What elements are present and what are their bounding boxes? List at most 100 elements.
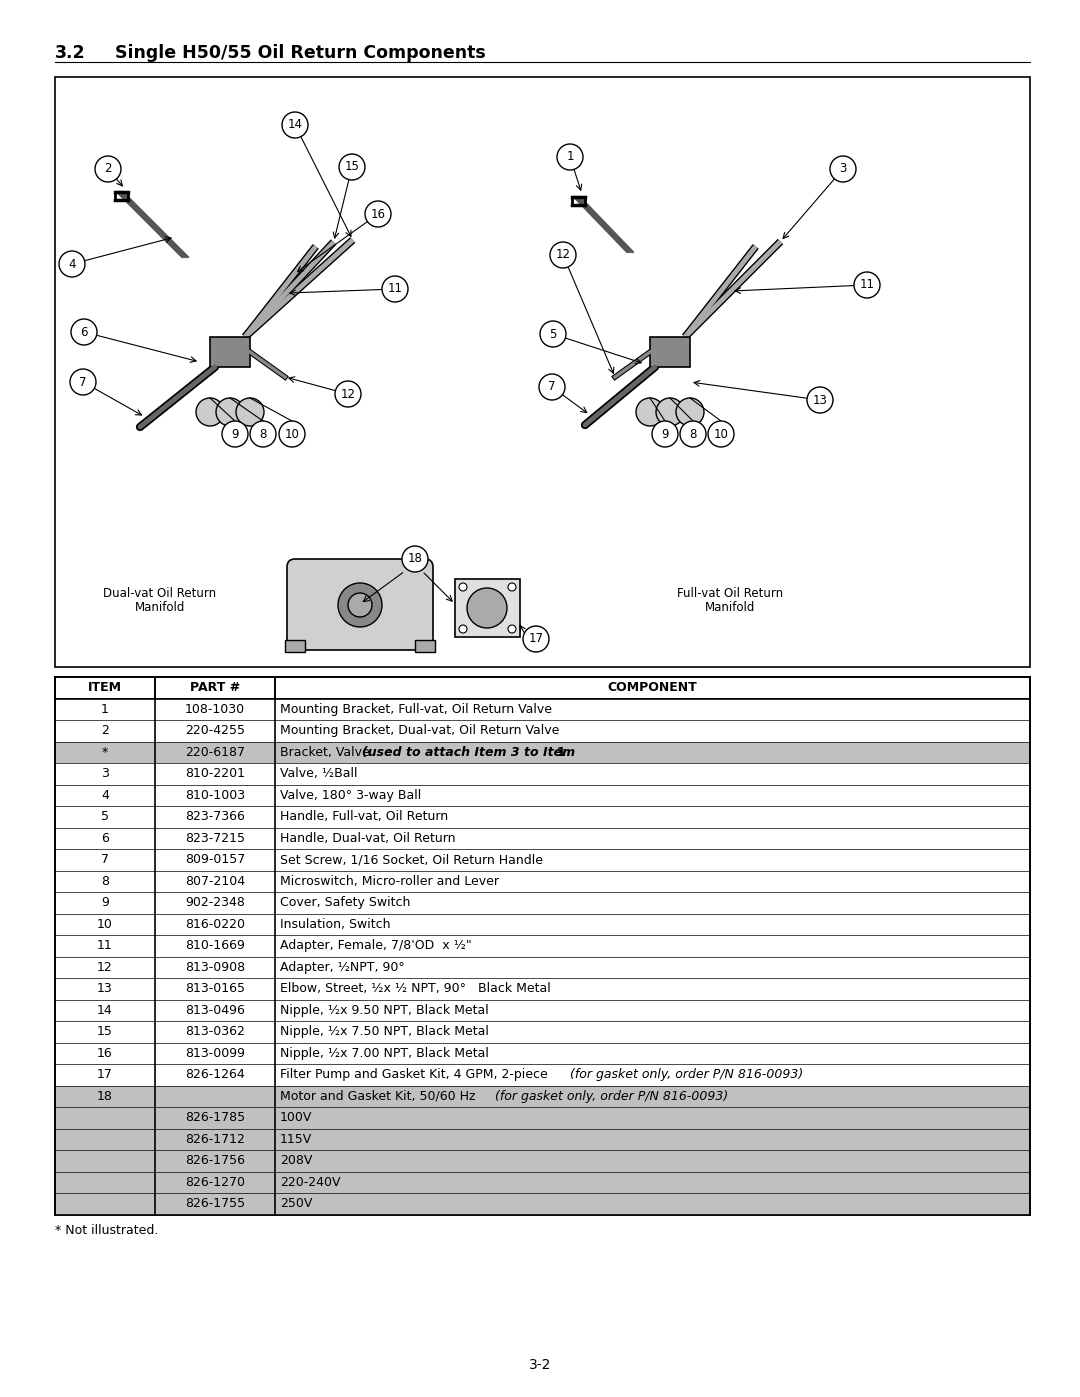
Text: 1: 1 [566,151,573,163]
Bar [455,578,519,637]
Text: Handle, Dual-vat, Oil Return: Handle, Dual-vat, Oil Return [280,831,456,845]
Bar [55,678,1030,1214]
Text: PART #: PART # [190,682,240,694]
Text: 17: 17 [97,1069,113,1081]
Bar [55,1085,1030,1106]
Circle shape [237,398,264,426]
Text: Valve, 180° 3-way Ball: Valve, 180° 3-way Ball [280,789,421,802]
Bar [55,1150,1030,1172]
Circle shape [807,387,833,414]
Text: 813-0496: 813-0496 [185,1004,245,1017]
Text: 809-0157: 809-0157 [185,854,245,866]
Text: 3-2: 3-2 [529,1358,551,1372]
Circle shape [676,398,704,426]
Text: Single H50/55 Oil Return Components: Single H50/55 Oil Return Components [114,43,486,61]
Bar [55,1106,1030,1129]
Circle shape [348,592,372,617]
Text: 3: 3 [102,767,109,781]
Text: Handle, Full-vat, Oil Return: Handle, Full-vat, Oil Return [280,810,448,823]
Text: 902-2348: 902-2348 [185,897,245,909]
Circle shape [95,156,121,182]
Circle shape [402,546,428,571]
Circle shape [335,381,361,407]
Circle shape [508,624,516,633]
Circle shape [282,112,308,138]
Text: Elbow, Street, ½x ½ NPT, 90°   Black Metal: Elbow, Street, ½x ½ NPT, 90° Black Metal [280,982,551,995]
Text: 826-1785: 826-1785 [185,1111,245,1125]
Circle shape [539,374,565,400]
Text: 826-1756: 826-1756 [185,1154,245,1168]
Text: 220-240V: 220-240V [280,1176,340,1189]
Circle shape [508,583,516,591]
Text: Dual-vat Oil Return: Dual-vat Oil Return [104,587,217,599]
Bar [55,827,1030,849]
Text: 2: 2 [105,162,111,176]
Circle shape [338,583,382,627]
Text: Cover, Safety Switch: Cover, Safety Switch [280,897,410,909]
Circle shape [652,420,678,447]
Bar [55,763,1030,785]
Text: Set Screw, 1/16 Socket, Oil Return Handle: Set Screw, 1/16 Socket, Oil Return Handl… [280,854,543,866]
Text: *: * [102,746,108,759]
Text: Mounting Bracket, Full-vat, Oil Return Valve: Mounting Bracket, Full-vat, Oil Return V… [280,703,552,715]
Text: (used to attach Item 3 to Item: (used to attach Item 3 to Item [362,746,576,759]
Text: Nipple, ½x 9.50 NPT, Black Metal: Nipple, ½x 9.50 NPT, Black Metal [280,1004,489,1017]
Text: 813-0908: 813-0908 [185,961,245,974]
Text: 826-1270: 826-1270 [185,1176,245,1189]
Text: Filter Pump and Gasket Kit, 4 GPM, 2-piece: Filter Pump and Gasket Kit, 4 GPM, 2-pie… [280,1069,552,1081]
Text: 3: 3 [839,162,847,176]
Circle shape [656,398,684,426]
Bar [55,957,1030,978]
Text: 11: 11 [388,282,403,296]
Text: 813-0165: 813-0165 [185,982,245,995]
Text: 220-6187: 220-6187 [185,746,245,759]
Text: 823-7215: 823-7215 [185,831,245,845]
Bar [55,1042,1030,1065]
Text: 13: 13 [812,394,827,407]
Bar [55,1172,1030,1193]
Text: COMPONENT: COMPONENT [608,682,698,694]
Text: 14: 14 [97,1004,113,1017]
Text: 220-4255: 220-4255 [185,724,245,738]
Text: 826-1264: 826-1264 [185,1069,245,1081]
Bar [55,1193,1030,1214]
Circle shape [467,588,507,629]
Bar [55,742,1030,763]
Bar [55,806,1030,827]
Text: 208V: 208V [280,1154,312,1168]
Text: Manifold: Manifold [705,601,755,615]
Text: Insulation, Switch: Insulation, Switch [280,918,391,930]
Bar [650,337,690,367]
Circle shape [365,201,391,226]
Circle shape [70,369,96,395]
Text: 16: 16 [370,208,386,221]
Text: 4: 4 [102,789,109,802]
Bar [55,935,1030,957]
Text: 2: 2 [102,724,109,738]
Text: 10: 10 [714,427,728,440]
Circle shape [854,272,880,298]
Text: 12: 12 [340,387,355,401]
Text: 18: 18 [407,552,422,566]
Text: 17: 17 [528,633,543,645]
Text: 8: 8 [259,427,267,440]
Text: 6: 6 [80,326,87,338]
Text: 9: 9 [102,897,109,909]
Text: Full-vat Oil Return: Full-vat Oil Return [677,587,783,599]
Text: 12: 12 [97,961,113,974]
Bar [55,678,1030,698]
Text: (for gasket only, order P/N 816-0093): (for gasket only, order P/N 816-0093) [570,1069,804,1081]
Text: * Not illustrated.: * Not illustrated. [55,1225,159,1238]
Bar [55,870,1030,893]
Text: 810-1669: 810-1669 [185,939,245,953]
Bar [285,640,305,652]
Text: 810-1003: 810-1003 [185,789,245,802]
Bar [55,999,1030,1021]
Text: 11: 11 [860,278,875,292]
Circle shape [59,251,85,277]
Circle shape [459,583,467,591]
Text: 14: 14 [287,119,302,131]
Circle shape [557,144,583,170]
Text: 807-2104: 807-2104 [185,875,245,887]
Text: 1: 1 [102,703,109,715]
